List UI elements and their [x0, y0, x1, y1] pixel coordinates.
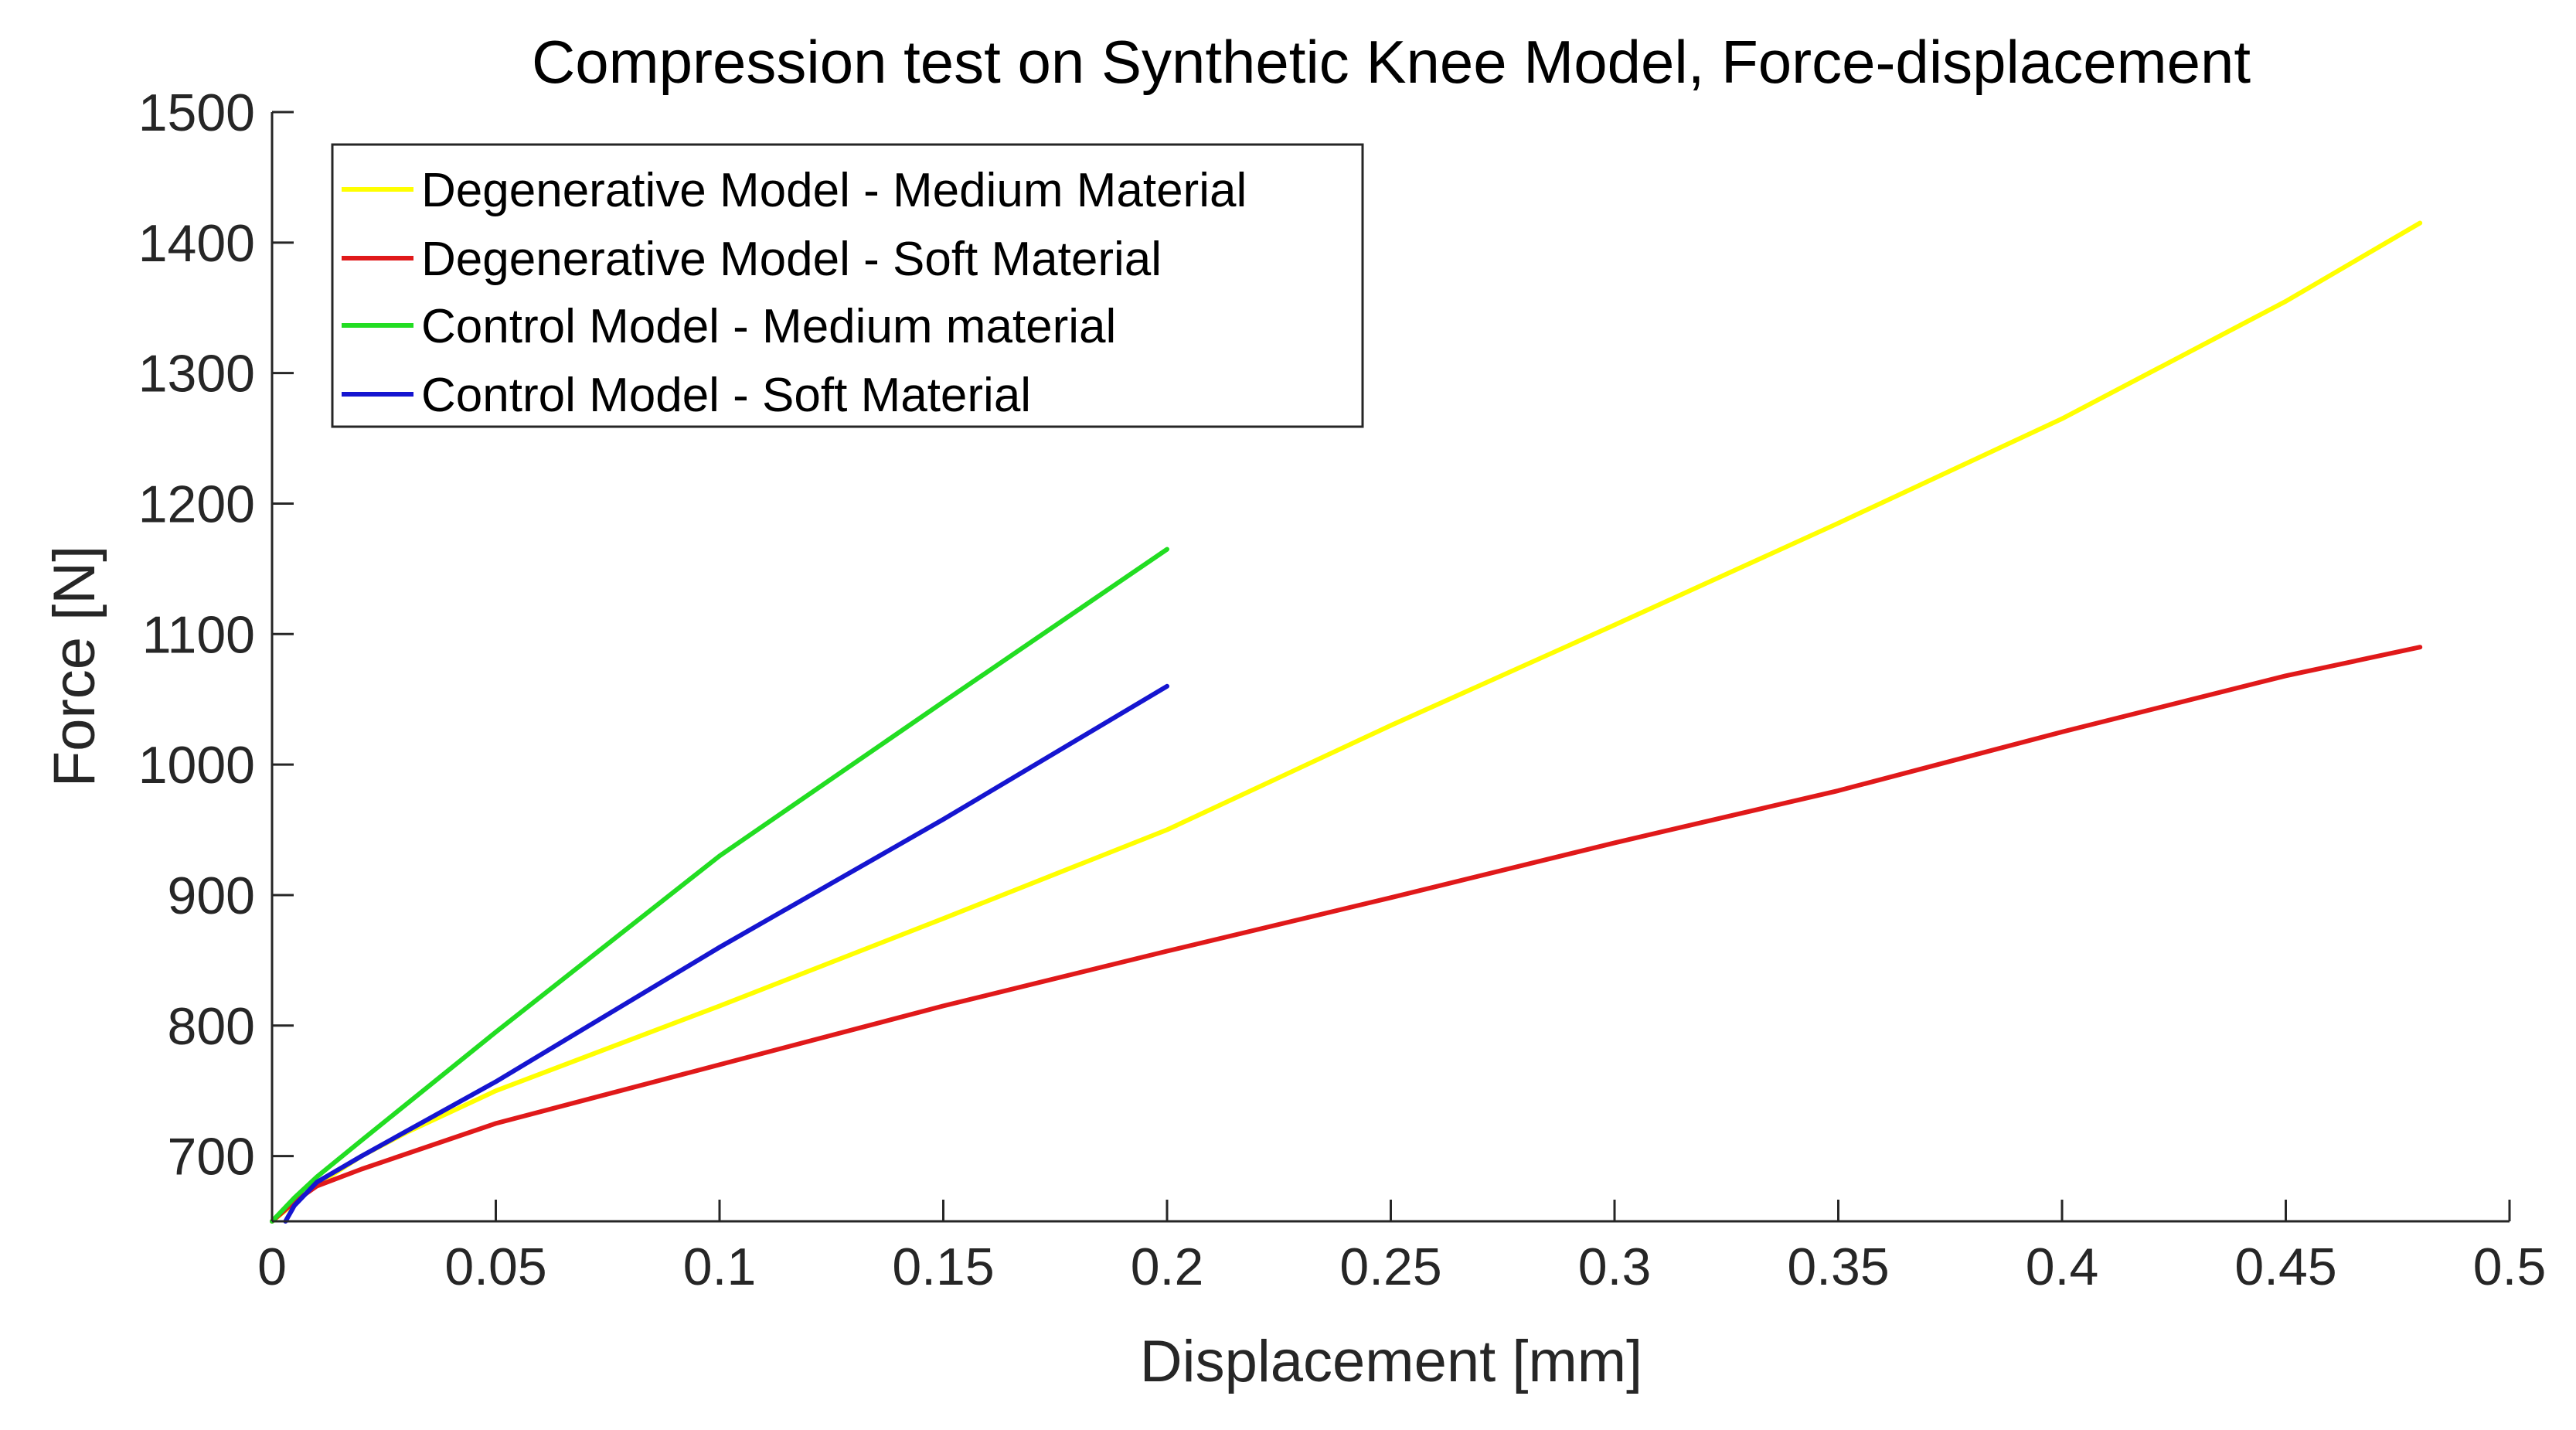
- series-layer: [270, 220, 2423, 1224]
- x-tick-label: 0.45: [2234, 1238, 2336, 1296]
- y-tick-label: 1300: [138, 345, 255, 403]
- y-tick-label: 1400: [138, 214, 255, 273]
- series-line-2: [270, 645, 2423, 1224]
- x-tick-label: 0.3: [1578, 1238, 1652, 1296]
- x-tick-label: 0.15: [892, 1238, 994, 1296]
- y-axis-title: Force [N]: [42, 546, 107, 788]
- y-tick-label: 1200: [138, 475, 255, 533]
- legend-label-3: Control Model - Medium material: [421, 300, 1116, 353]
- y-tick-label: 1100: [142, 605, 255, 664]
- x-tick-label: 0.25: [1339, 1238, 1441, 1296]
- x-axis-title: Displacement [mm]: [1140, 1329, 1642, 1394]
- y-tick-label: 1000: [138, 736, 255, 795]
- legend-label-1: Degenerative Model - Medium Material: [421, 164, 1247, 217]
- x-tick-label: 0.5: [2473, 1238, 2547, 1296]
- x-tick-label: 0: [257, 1238, 287, 1296]
- y-tick-label: 700: [168, 1128, 255, 1187]
- x-tick-label: 0.1: [683, 1238, 757, 1296]
- x-tick-label: 0.2: [1131, 1238, 1204, 1296]
- legend-label-4: Control Model - Soft Material: [421, 369, 1031, 422]
- y-tick-label: 900: [168, 867, 255, 925]
- y-ticks: 700 800 900 1000 1100 1200 1300 1400 1500: [138, 83, 294, 1187]
- x-tick-label: 0.35: [1787, 1238, 1889, 1296]
- x-tick-label: 0.4: [2026, 1238, 2099, 1296]
- legend-box: [331, 143, 1364, 428]
- x-ticks: 0 0.05 0.1 0.15 0.2 0.25 0.3 0.35 0.4 0.45 0.5: [257, 1200, 2546, 1296]
- series-line-3: [270, 546, 1169, 1224]
- legend: Degenerative Model - Medium Material Dege…: [331, 143, 1364, 428]
- legend-label-2: Degenerative Model - Soft Material: [421, 233, 1162, 286]
- y-tick-label: 800: [168, 997, 255, 1056]
- chart-title: Compression test on Synthetic Knee Model…: [532, 28, 2251, 96]
- y-tick-label: 1500: [138, 83, 255, 142]
- series-line-4: [283, 683, 1169, 1224]
- legend-items: Degenerative Model - Medium Material Dege…: [342, 164, 1247, 422]
- x-tick-label: 0.05: [444, 1238, 546, 1296]
